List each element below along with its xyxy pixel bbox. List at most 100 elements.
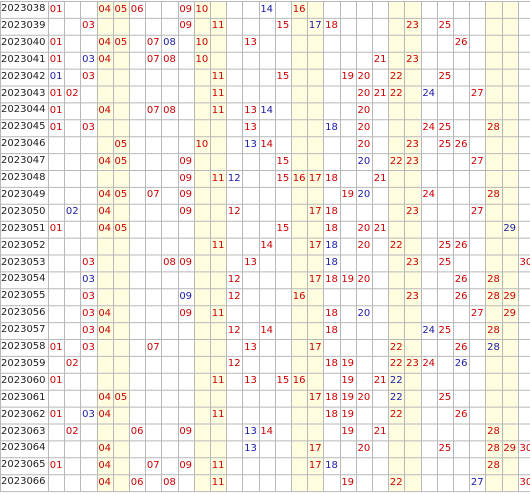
red-ball-number: 04 [98, 442, 112, 454]
red-ball-number: 13 [244, 257, 257, 268]
red-ball-number: 04 [98, 409, 112, 421]
red-ball-number: 20 [357, 273, 371, 285]
red-ball-number: 03 [82, 307, 95, 319]
red-ball-number: 26 [454, 273, 468, 285]
red-ball-number: 01 [49, 121, 63, 133]
red-ball-number: 23 [406, 206, 419, 218]
red-ball-number: 04 [98, 54, 112, 66]
blue-ball-number: 18 [325, 121, 338, 133]
red-ball-number: 10 [195, 3, 209, 15]
red-ball-number: 15 [276, 20, 290, 32]
red-ball-number: 08 [163, 104, 176, 116]
issue-number: 2023051 [1, 222, 46, 234]
red-ball-number: 09 [179, 155, 193, 167]
red-ball-number: 20 [357, 442, 371, 454]
issue-number: 2023038 [1, 3, 46, 14]
red-ball-number: 16 [292, 375, 306, 387]
red-ball-number: 15 [276, 71, 290, 83]
red-ball-number: 19 [341, 71, 355, 83]
red-ball-number: 10 [195, 54, 209, 66]
red-ball-number: 28 [487, 290, 500, 302]
red-ball-number: 01 [49, 375, 63, 387]
red-ball-number: 01 [49, 223, 63, 235]
red-ball-number: 13 [244, 104, 257, 116]
red-ball-number: 07 [146, 104, 160, 116]
red-ball-number: 11 [211, 71, 225, 83]
red-ball-number: 04 [98, 459, 112, 471]
red-ball-number: 03 [82, 71, 95, 83]
blue-ball-number: 20 [357, 189, 371, 201]
red-ball-number: 04 [98, 223, 112, 235]
blue-ball-number: 03 [82, 54, 95, 66]
red-ball-number: 26 [454, 409, 468, 421]
red-ball-number: 30 [519, 476, 530, 488]
red-ball-number: 25 [438, 324, 452, 336]
issue-number: 2023062 [1, 408, 46, 420]
red-ball-number: 09 [179, 459, 193, 471]
red-ball-number: 23 [406, 54, 419, 66]
red-ball-number: 25 [438, 121, 452, 133]
red-ball-number: 23 [406, 20, 419, 32]
red-ball-number: 28 [487, 121, 500, 133]
red-ball-number: 22 [389, 71, 403, 83]
red-ball-number: 05 [114, 3, 128, 15]
red-ball-number: 25 [438, 138, 452, 150]
red-ball-number: 03 [82, 290, 95, 302]
red-ball-number: 01 [49, 54, 63, 66]
issue-number: 2023046 [1, 138, 46, 150]
blue-ball-number: 26 [454, 358, 468, 370]
red-ball-number: 17 [308, 392, 322, 404]
red-ball-number: 09 [179, 206, 193, 218]
red-ball-number: 19 [341, 189, 355, 201]
red-ball-number: 23 [406, 257, 419, 268]
blue-ball-number: 02 [65, 206, 79, 218]
red-ball-number: 25 [438, 442, 452, 454]
red-ball-number: 18 [325, 223, 338, 235]
red-ball-number: 21 [373, 54, 387, 66]
red-ball-number: 13 [244, 121, 257, 133]
zone-column-shade [485, 1, 502, 492]
red-ball-number: 18 [325, 324, 338, 336]
red-ball-number: 25 [438, 257, 452, 268]
issue-number: 2023045 [1, 121, 46, 133]
issue-number: 2023064 [1, 442, 46, 454]
zone-column-shade [501, 1, 518, 492]
red-ball-number: 20 [357, 104, 371, 116]
red-ball-number: 05 [114, 392, 128, 404]
red-ball-number: 18 [325, 206, 338, 218]
issue-number: 2023058 [1, 341, 46, 352]
zone-column-shade [291, 1, 308, 492]
red-ball-number: 28 [487, 324, 500, 336]
red-ball-number: 30 [519, 442, 530, 454]
red-ball-number: 27 [470, 307, 484, 319]
blue-ball-number: 03 [82, 273, 95, 285]
red-ball-number: 06 [130, 426, 144, 437]
red-ball-number: 09 [179, 189, 193, 201]
zone-column-shade [96, 1, 113, 492]
red-ball-number: 19 [341, 409, 355, 421]
red-ball-number: 18 [325, 20, 338, 32]
red-ball-number: 07 [146, 37, 160, 49]
red-ball-number: 03 [82, 20, 95, 32]
red-ball-number: 04 [98, 307, 112, 319]
red-ball-number: 05 [114, 189, 128, 201]
red-ball-number: 04 [98, 476, 112, 488]
issue-number: 2023040 [1, 36, 46, 48]
red-ball-number: 12 [227, 273, 241, 285]
red-ball-number: 04 [98, 324, 112, 336]
red-ball-number: 01 [49, 459, 63, 471]
red-ball-number: 09 [179, 257, 193, 268]
red-ball-number: 08 [163, 54, 176, 66]
red-ball-number: 22 [389, 88, 403, 99]
red-ball-number: 07 [146, 341, 160, 353]
red-ball-number: 10 [195, 138, 209, 150]
red-ball-number: 11 [211, 88, 225, 99]
red-ball-number: 04 [98, 206, 112, 218]
blue-ball-number: 20 [357, 307, 371, 319]
red-ball-number: 26 [454, 240, 468, 252]
blue-ball-number: 18 [325, 257, 338, 268]
red-ball-number: 04 [98, 189, 112, 201]
red-ball-number: 05 [114, 155, 128, 167]
red-ball-number: 11 [211, 459, 225, 471]
